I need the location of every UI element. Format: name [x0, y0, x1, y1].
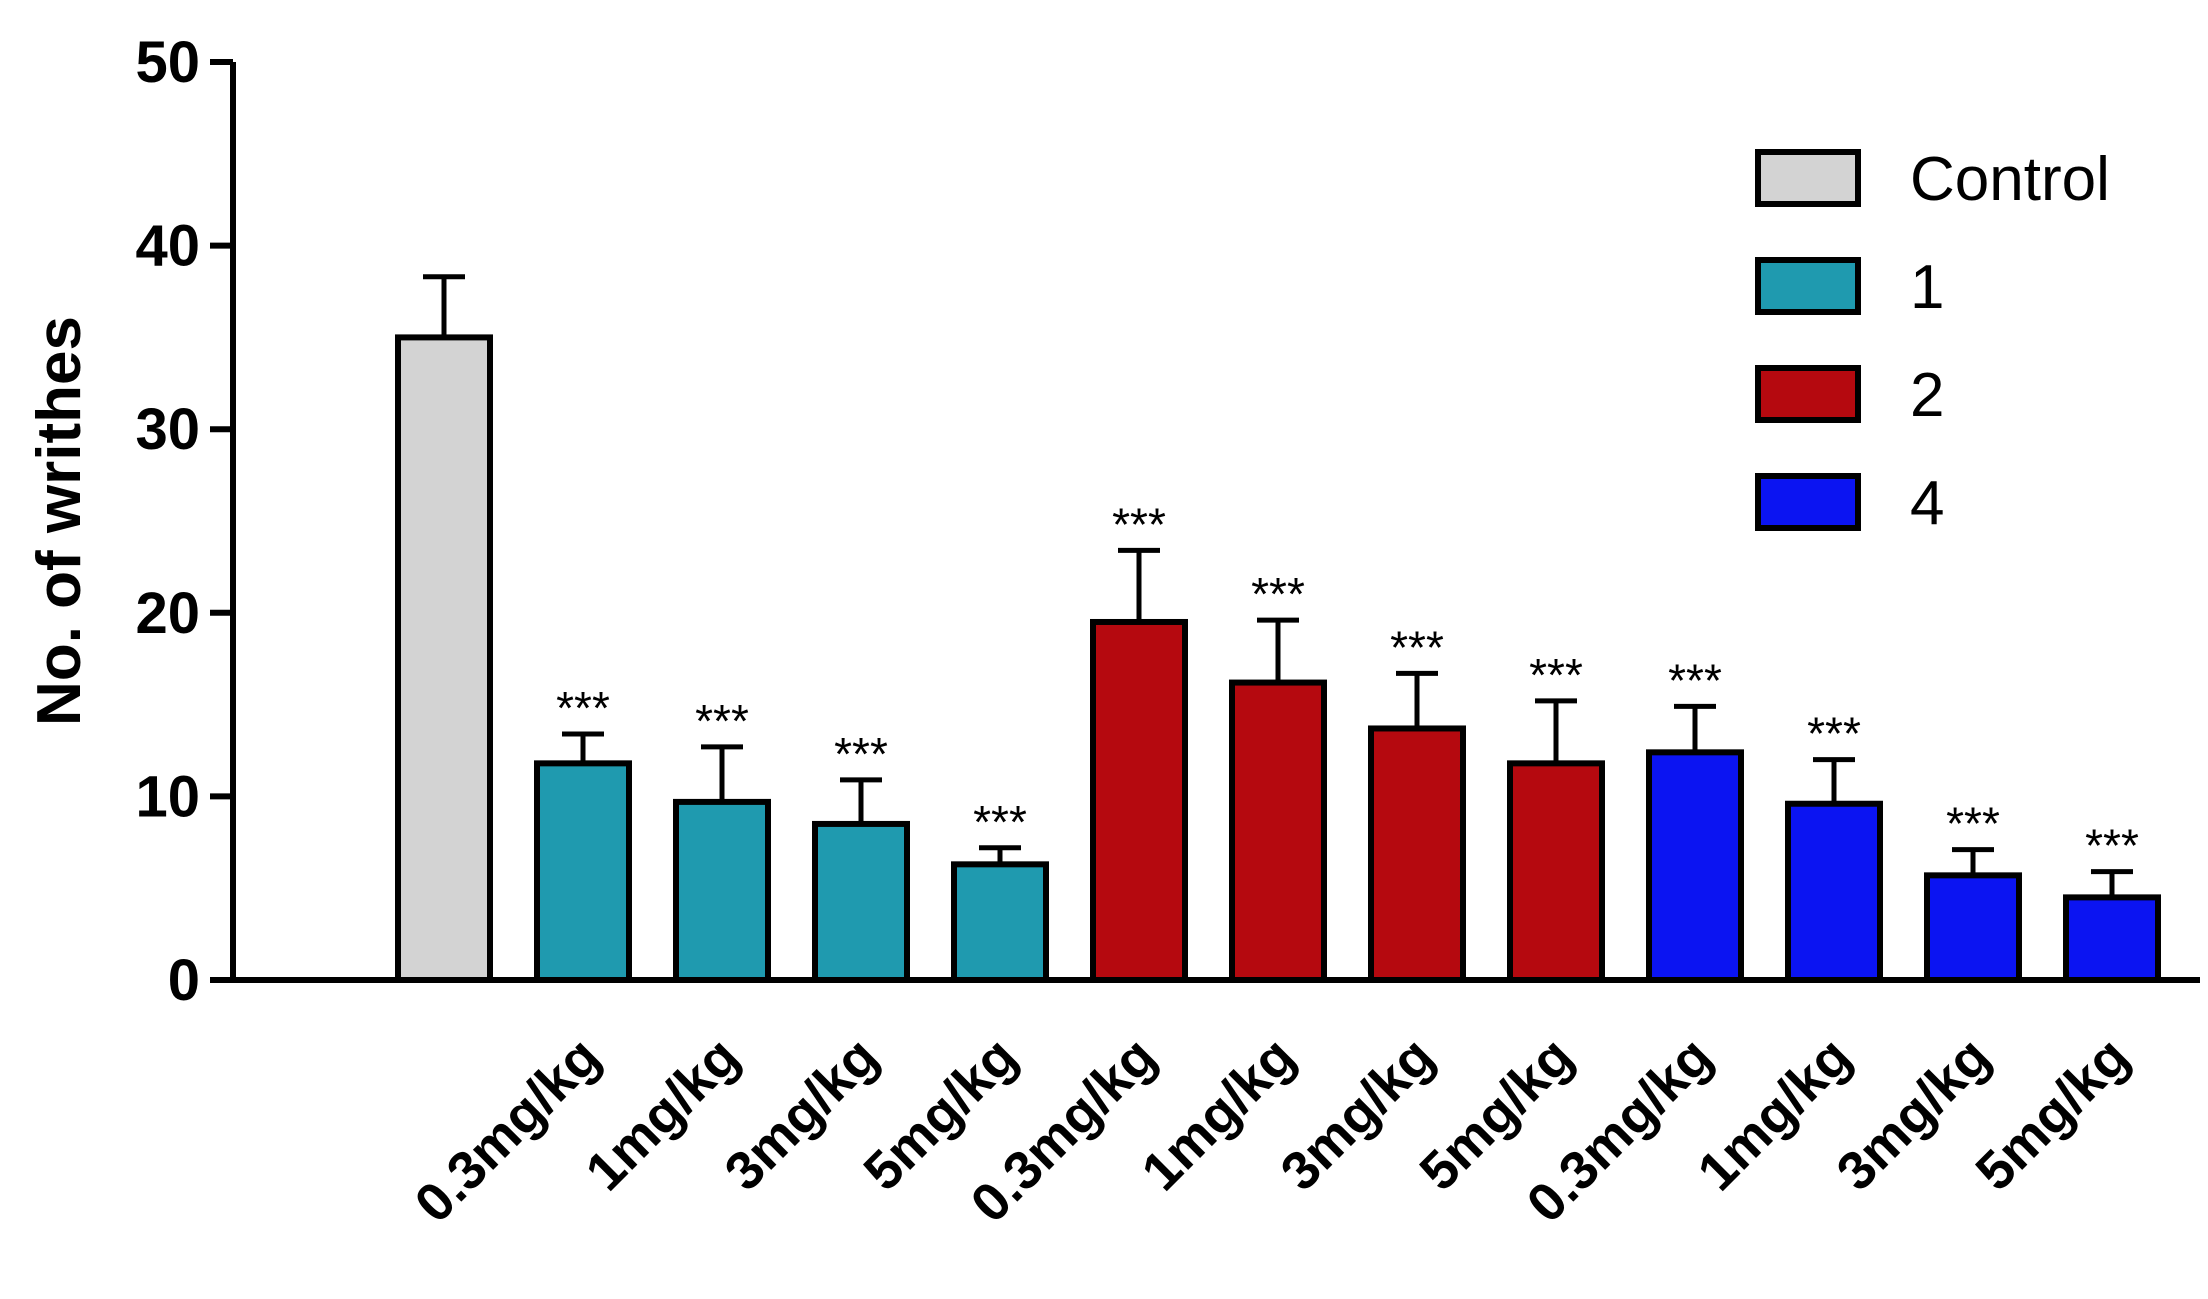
legend-swatch [1755, 257, 1861, 315]
significance-label: *** [695, 695, 749, 747]
bar [2063, 894, 2161, 984]
bar [673, 798, 771, 984]
bar-group [395, 274, 493, 983]
y-tick-label: 10 [135, 764, 200, 829]
significance-label: *** [834, 728, 888, 780]
significance-label: *** [2085, 820, 2139, 872]
y-axis-ticks: 0 10 20 30 40 50 [135, 30, 233, 1013]
bar [1646, 749, 1744, 983]
x-category-label: 1mg/kg [1130, 1026, 1306, 1202]
bar-group: *** [1924, 798, 2022, 984]
legend-swatch [1755, 473, 1861, 531]
y-tick-label: 30 [135, 397, 200, 462]
chart-axes [230, 62, 2200, 983]
x-category-label: 1mg/kg [1686, 1026, 1862, 1202]
significance-label: *** [1390, 621, 1444, 673]
bar [534, 760, 632, 983]
bar-group: *** [1785, 708, 1883, 984]
bar [812, 820, 910, 983]
y-tick-label: 50 [135, 30, 200, 95]
bar [1090, 618, 1188, 983]
bar-group: *** [812, 728, 910, 983]
bars: *** *** *** *** *** *** *** *** *** *** *** *** [395, 274, 2161, 984]
x-category-label: 3mg/kg [1825, 1026, 2001, 1202]
x-category-label: 5mg/kg [1964, 1026, 2140, 1202]
bar-group: *** [951, 796, 1049, 983]
bar [1368, 725, 1466, 984]
y-tick-label: 20 [135, 581, 200, 646]
x-category-label: 3mg/kg [713, 1026, 889, 1202]
legend: Control 1 2 4 [1755, 145, 2110, 538]
bar-group: *** [1368, 621, 1466, 984]
significance-label: *** [1251, 568, 1305, 620]
legend-swatch [1755, 365, 1861, 423]
y-tick-label: 40 [135, 214, 200, 279]
bar [1229, 679, 1327, 983]
legend-label: Control [1910, 145, 2110, 214]
legend-label: 1 [1910, 253, 1944, 322]
bar [951, 861, 1049, 983]
x-axis-labels: 0.3mg/kg1mg/kg3mg/kg5mg/kg0.3mg/kg1mg/kg… [404, 1026, 2141, 1234]
bar-group: *** [1090, 498, 1188, 983]
bar-group: *** [534, 682, 632, 983]
significance-label: *** [1807, 708, 1861, 760]
legend-swatch [1755, 149, 1861, 207]
bar-group: *** [1229, 568, 1327, 983]
bar [1507, 760, 1605, 983]
legend-label: 2 [1910, 361, 1944, 430]
significance-label: *** [973, 796, 1027, 848]
bar-group: *** [1646, 654, 1744, 983]
y-axis-title: No. of writhes [25, 316, 94, 726]
bar [1924, 872, 2022, 984]
significance-label: *** [1112, 498, 1166, 550]
y-tick-label: 0 [168, 948, 200, 1013]
significance-label: *** [1529, 649, 1583, 701]
significance-label: *** [556, 682, 610, 734]
x-category-label: 3mg/kg [1269, 1026, 1445, 1202]
significance-label: *** [1946, 798, 2000, 850]
bar [395, 334, 493, 983]
bar-group: *** [673, 695, 771, 984]
x-category-label: 1mg/kg [574, 1026, 750, 1202]
x-category-label: 0.3mg/kg [404, 1026, 612, 1234]
bar [1785, 800, 1883, 984]
bar-group: *** [1507, 649, 1605, 983]
bar-group: *** [2063, 820, 2161, 984]
legend-label: 4 [1910, 469, 1944, 538]
significance-label: *** [1668, 654, 1722, 706]
